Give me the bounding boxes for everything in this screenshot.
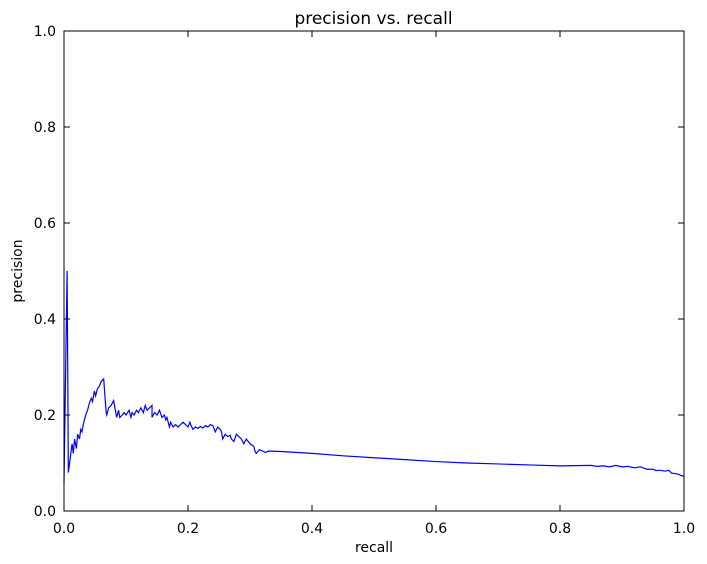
x-tick-label: 0.6 xyxy=(425,521,447,537)
y-tick-label: 0.2 xyxy=(34,408,56,424)
x-tick-label: 0.4 xyxy=(301,521,323,537)
y-tick-label: 0.6 xyxy=(34,216,56,232)
plot-area xyxy=(64,31,684,511)
y-tick-label: 0.0 xyxy=(34,504,56,520)
ticks: 0.0 0.2 0.4 0.6 0.8 1.0 0.0 0.2 0.4 0.6 0.8 1.0 xyxy=(34,24,695,537)
y-axis-label: precision xyxy=(10,239,26,302)
y-tick-label: 0.4 xyxy=(34,312,56,328)
x-tick-label: 0.8 xyxy=(549,521,571,537)
data-layer xyxy=(63,270,685,483)
x-tick-label: 0.2 xyxy=(177,521,199,537)
x-tick-label: 0.0 xyxy=(53,521,75,537)
x-tick-label: 1.0 xyxy=(673,521,695,537)
y-tick-label: 1.0 xyxy=(34,24,56,40)
y-tick-label: 0.8 xyxy=(34,120,56,136)
series-line-0 xyxy=(63,270,685,483)
x-axis-label: recall xyxy=(355,540,393,556)
chart-title: precision vs. recall xyxy=(294,9,452,29)
plot-frame xyxy=(63,30,685,512)
